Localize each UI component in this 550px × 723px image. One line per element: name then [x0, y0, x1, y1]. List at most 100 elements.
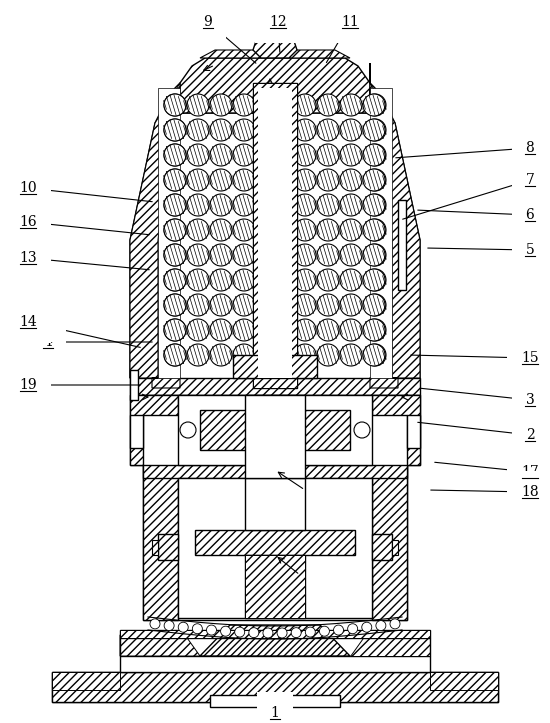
Bar	[370, 88, 392, 378]
Circle shape	[317, 119, 339, 141]
Polygon shape	[158, 534, 178, 560]
Circle shape	[320, 626, 329, 636]
Circle shape	[187, 294, 209, 316]
Bar	[130, 370, 138, 400]
Circle shape	[233, 269, 255, 291]
Circle shape	[294, 144, 316, 166]
Circle shape	[164, 620, 174, 630]
Circle shape	[317, 294, 339, 316]
Circle shape	[363, 94, 385, 116]
Circle shape	[187, 94, 209, 116]
Circle shape	[164, 219, 186, 241]
Text: 14: 14	[19, 315, 37, 329]
Circle shape	[363, 269, 385, 291]
Polygon shape	[120, 635, 200, 656]
Circle shape	[305, 627, 315, 637]
Circle shape	[294, 294, 316, 316]
Circle shape	[233, 144, 255, 166]
Circle shape	[364, 269, 386, 291]
Circle shape	[187, 194, 209, 216]
Circle shape	[164, 144, 186, 166]
Polygon shape	[407, 415, 420, 448]
Text: 17: 17	[521, 465, 539, 479]
Polygon shape	[245, 450, 305, 478]
Text: 2: 2	[526, 428, 535, 442]
Circle shape	[333, 625, 344, 635]
Text: 16: 16	[19, 215, 37, 229]
Circle shape	[277, 628, 287, 638]
Circle shape	[164, 169, 186, 191]
Polygon shape	[143, 465, 178, 620]
Bar	[120, 630, 430, 638]
Circle shape	[294, 319, 316, 341]
Text: 13: 13	[19, 251, 37, 265]
Circle shape	[364, 319, 386, 341]
Polygon shape	[195, 530, 355, 555]
Circle shape	[210, 144, 232, 166]
Circle shape	[317, 269, 339, 291]
Circle shape	[294, 169, 316, 191]
Circle shape	[340, 119, 362, 141]
Circle shape	[164, 344, 186, 366]
Circle shape	[233, 194, 255, 216]
Circle shape	[187, 269, 209, 291]
Bar	[398, 200, 406, 290]
Circle shape	[210, 94, 232, 116]
Circle shape	[364, 169, 386, 191]
Circle shape	[221, 626, 230, 636]
Circle shape	[210, 169, 232, 191]
Circle shape	[317, 344, 339, 366]
Circle shape	[206, 625, 217, 635]
Circle shape	[210, 194, 232, 216]
Bar	[120, 656, 430, 672]
Circle shape	[340, 294, 362, 316]
Circle shape	[192, 624, 202, 634]
Bar	[158, 88, 180, 378]
Bar	[401, 388, 413, 406]
Polygon shape	[200, 50, 260, 58]
Circle shape	[164, 244, 186, 266]
Circle shape	[363, 144, 385, 166]
Circle shape	[340, 244, 362, 266]
Text: 11: 11	[341, 15, 359, 29]
Polygon shape	[372, 395, 420, 465]
Polygon shape	[372, 465, 407, 620]
Text: 8: 8	[526, 141, 535, 155]
Circle shape	[164, 319, 186, 341]
Polygon shape	[245, 478, 305, 530]
Circle shape	[317, 169, 339, 191]
Bar	[178, 478, 372, 618]
Circle shape	[340, 144, 362, 166]
Circle shape	[187, 119, 209, 141]
Circle shape	[210, 219, 232, 241]
Bar	[52, 672, 498, 702]
Circle shape	[164, 94, 186, 116]
Bar	[52, 672, 498, 702]
Circle shape	[390, 619, 400, 629]
Polygon shape	[143, 462, 407, 478]
Bar	[258, 88, 292, 378]
Polygon shape	[253, 38, 297, 58]
Circle shape	[364, 344, 386, 366]
Circle shape	[233, 294, 255, 316]
Text: 9: 9	[204, 15, 212, 29]
Circle shape	[340, 344, 362, 366]
Polygon shape	[152, 540, 158, 555]
Circle shape	[294, 244, 316, 266]
Polygon shape	[253, 83, 297, 388]
Bar	[210, 695, 340, 707]
Circle shape	[233, 344, 255, 366]
Circle shape	[364, 294, 386, 316]
Polygon shape	[290, 50, 350, 58]
Circle shape	[348, 624, 358, 634]
Bar	[137, 388, 149, 406]
Circle shape	[291, 628, 301, 638]
Polygon shape	[253, 83, 297, 388]
Circle shape	[164, 119, 186, 141]
Circle shape	[364, 94, 386, 116]
Polygon shape	[130, 415, 143, 448]
Circle shape	[164, 94, 186, 116]
Circle shape	[363, 344, 385, 366]
Circle shape	[180, 422, 196, 438]
Circle shape	[340, 219, 362, 241]
